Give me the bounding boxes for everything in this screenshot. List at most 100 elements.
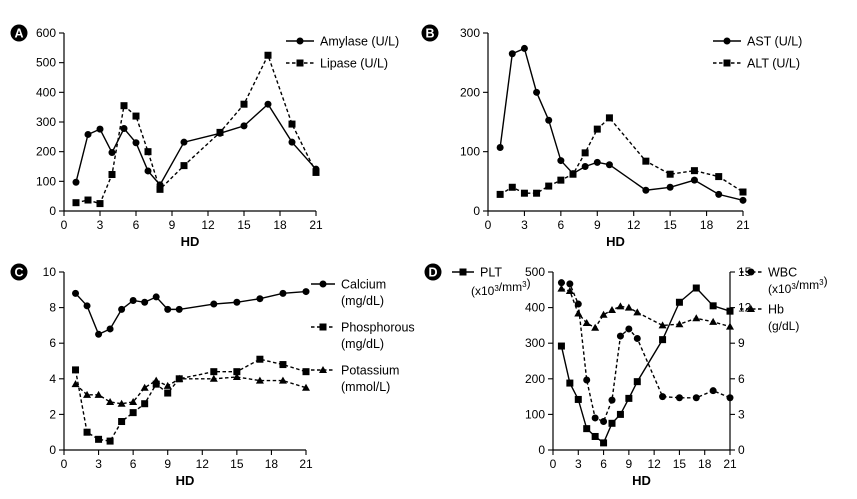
data-point <box>690 167 698 175</box>
x-tick-label: 15 <box>663 218 677 232</box>
unit-text: /mm <box>796 278 819 292</box>
data-point <box>84 130 92 138</box>
data-point <box>581 163 589 170</box>
data-point <box>633 378 641 386</box>
y-tick-label: 6 <box>738 372 745 386</box>
series-line <box>561 287 731 329</box>
data-point <box>633 308 642 316</box>
data-point <box>726 322 734 330</box>
y-tick-label: 400 <box>36 85 56 99</box>
data-point <box>533 189 541 197</box>
data-point <box>209 374 218 382</box>
panel-badge-circle <box>421 24 439 42</box>
data-point <box>715 190 723 198</box>
x-tick-label: 15 <box>673 457 687 471</box>
y-tick-label: 10 <box>43 265 57 279</box>
data-point <box>106 397 115 405</box>
legend-unit: (g/dL) <box>768 319 799 333</box>
series-hb <box>557 284 734 331</box>
data-point <box>233 368 241 376</box>
data-point <box>600 439 608 447</box>
legend-item: Phosphorous (mg/dL) <box>311 321 415 351</box>
x-tick-label: 6 <box>600 457 607 471</box>
data-point <box>692 394 700 402</box>
data-point <box>583 425 591 433</box>
data-point <box>129 397 138 405</box>
series-potassium <box>71 373 310 407</box>
data-point <box>216 128 224 136</box>
data-point <box>210 368 218 376</box>
y-tick-label: 6 <box>49 336 56 350</box>
data-point <box>210 300 218 308</box>
data-point <box>642 157 650 165</box>
data-point <box>675 298 683 306</box>
legend-marker <box>723 59 731 67</box>
legend-unit: (x103/mm3) <box>768 274 828 296</box>
data-point <box>659 393 667 401</box>
x-tick-label: 18 <box>265 457 279 471</box>
x-tick-label: 12 <box>201 218 215 232</box>
y-tick-label: 4 <box>49 372 56 386</box>
data-point <box>508 50 516 58</box>
series-alt-u-l <box>496 114 747 198</box>
data-point <box>84 196 92 204</box>
y-tick-label: 600 <box>36 26 56 40</box>
data-point <box>675 320 684 328</box>
data-point <box>141 400 149 408</box>
series-line <box>75 53 317 205</box>
data-point <box>152 380 160 388</box>
y-tick-label: 15 <box>738 265 752 279</box>
y-tick-label: 200 <box>525 372 545 386</box>
data-point <box>132 112 140 120</box>
data-point <box>616 410 624 418</box>
y-tick-label: 500 <box>36 56 56 70</box>
unit-text: ) <box>824 274 828 288</box>
data-point <box>496 190 504 198</box>
data-point <box>240 122 248 130</box>
y-tick-label: 9 <box>738 336 745 350</box>
data-point <box>496 144 504 152</box>
legend-item: Hb (g/dL) <box>740 303 799 333</box>
data-point <box>120 125 128 133</box>
data-point <box>278 376 287 384</box>
data-point <box>129 296 137 304</box>
x-tick-label: 3 <box>97 218 104 232</box>
data-point <box>312 168 320 176</box>
data-point <box>144 167 152 175</box>
data-point <box>108 149 116 157</box>
data-point <box>625 394 633 402</box>
series-line <box>75 376 307 405</box>
data-point <box>106 325 114 333</box>
y-tick-label: 300 <box>460 26 480 40</box>
legend-item: AST (U/L) <box>713 35 802 49</box>
data-point <box>180 138 188 146</box>
data-point <box>582 319 591 327</box>
data-point <box>599 310 608 318</box>
data-point <box>520 189 528 197</box>
y-tick-label: 0 <box>473 204 480 218</box>
data-point <box>156 185 164 193</box>
data-point <box>264 51 272 59</box>
data-point <box>625 325 633 333</box>
legend-marker <box>747 268 755 276</box>
data-point <box>566 280 574 288</box>
legend-label: Calcium <box>341 278 386 292</box>
legend: Amylase (U/L) Lipase (U/L) <box>286 35 399 71</box>
legend-item: ALT (U/L) <box>713 57 800 71</box>
data-point <box>95 330 103 338</box>
data-point <box>557 279 565 287</box>
x-tick-label: 6 <box>133 218 140 232</box>
data-point <box>715 173 723 181</box>
data-point <box>106 437 114 445</box>
panel-badge-letter: A <box>14 27 23 41</box>
panel-badge-letter: B <box>425 27 434 41</box>
legend-label: Hb <box>768 303 784 317</box>
y-tick-label: 100 <box>525 407 545 421</box>
legend-label: Amylase (U/L) <box>320 35 399 49</box>
legend-label: ALT (U/L) <box>747 57 800 71</box>
data-point <box>675 394 683 402</box>
data-point <box>132 139 140 147</box>
data-point <box>95 435 103 443</box>
y-tick-label: 100 <box>460 145 480 159</box>
data-point <box>605 161 613 169</box>
